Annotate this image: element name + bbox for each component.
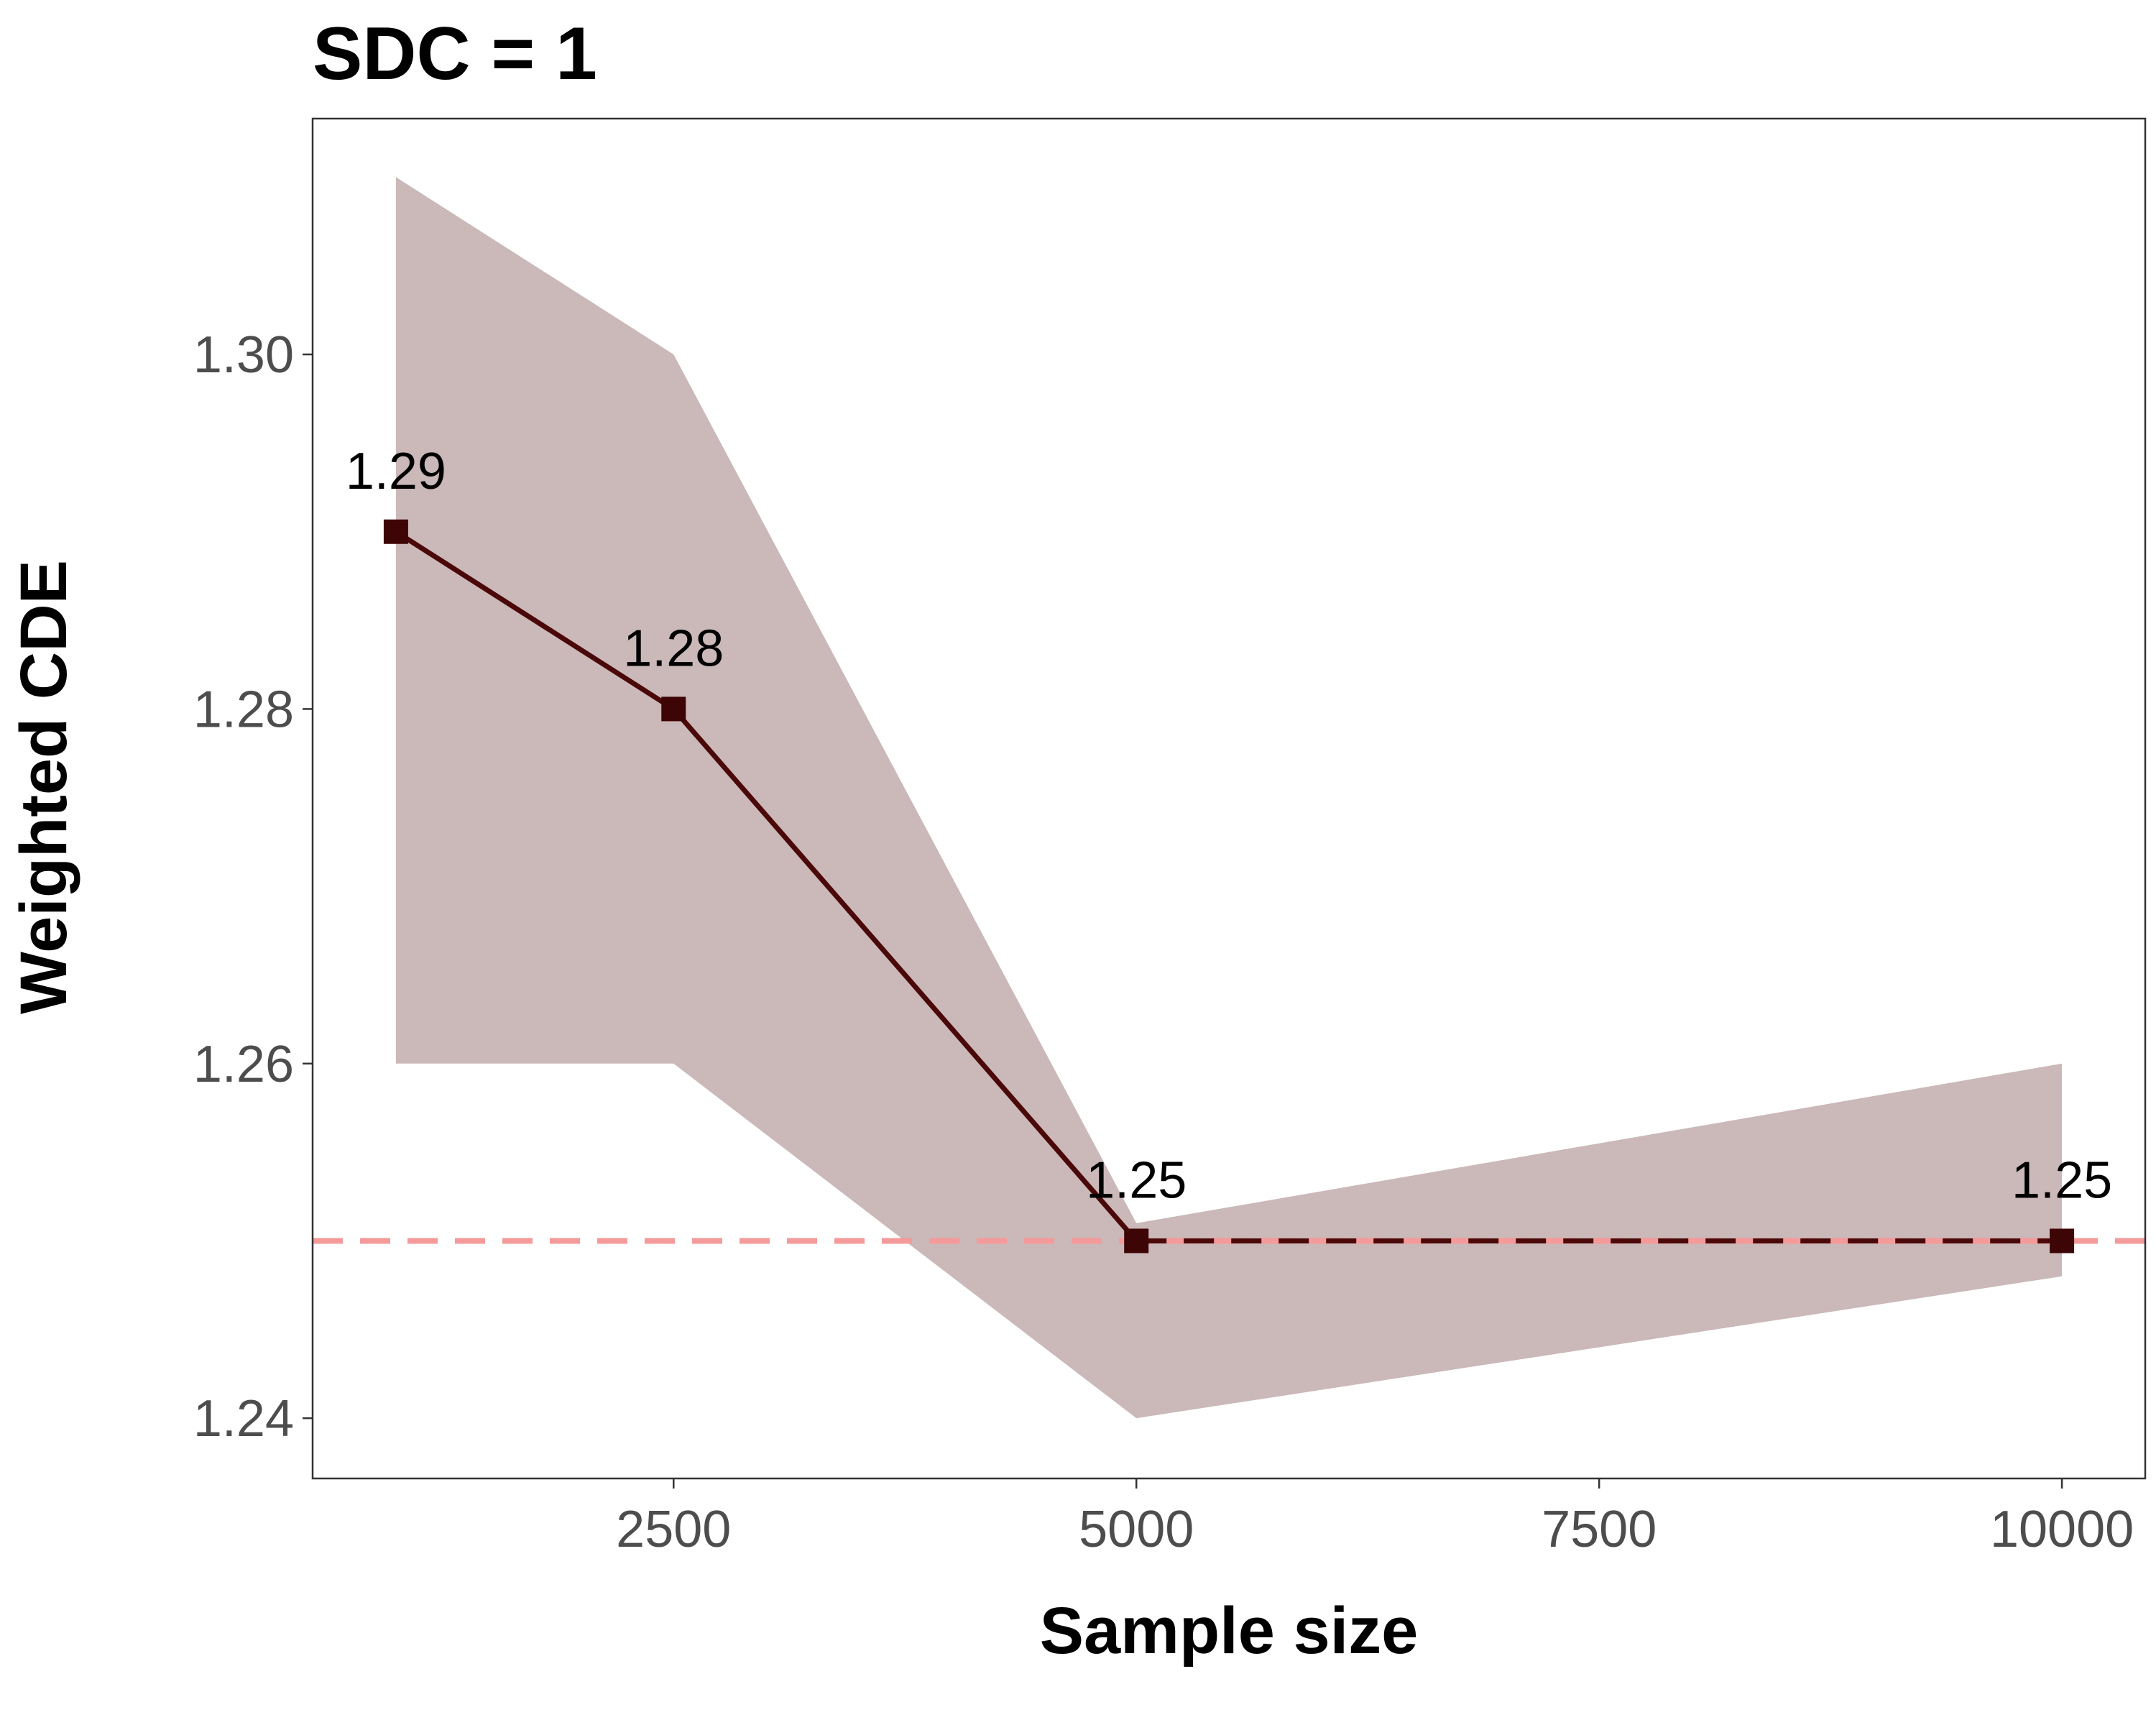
confidence-ribbon xyxy=(395,177,2063,1419)
plot-area: 1.29 1.28 1.25 1.25 xyxy=(313,177,2145,1419)
panel-border xyxy=(311,117,2147,1480)
data-label-1000: 1.29 xyxy=(346,443,446,500)
data-point-10000 xyxy=(2050,1228,2075,1254)
chart-title: SDC = 1 xyxy=(313,12,597,96)
x-axis-title: Sample size xyxy=(1040,1594,1419,1668)
data-label-5000: 1.25 xyxy=(1086,1151,1187,1209)
y-tick-label: 1.26 xyxy=(193,1036,294,1093)
x-tick-label: 2500 xyxy=(616,1501,731,1558)
data-point-1000 xyxy=(383,519,408,544)
data-label-2500: 1.28 xyxy=(623,620,724,677)
data-label-10000: 1.25 xyxy=(2012,1151,2112,1209)
y-tick-label: 1.28 xyxy=(193,681,294,738)
y-tick-label: 1.30 xyxy=(193,326,294,384)
x-tick-label: 10000 xyxy=(1990,1501,2134,1558)
x-tick-label: 5000 xyxy=(1079,1501,1194,1558)
data-point-2500 xyxy=(661,696,686,722)
panel-content xyxy=(313,177,2145,1419)
data-point-5000 xyxy=(1124,1228,1149,1254)
axes: 1.24 1.26 1.28 1.30 2500 5000 7500 10000 xyxy=(193,117,2147,1558)
y-tick-label: 1.24 xyxy=(193,1390,294,1448)
x-tick-label: 7500 xyxy=(1542,1501,1657,1558)
y-axis-title: Weighted CDE xyxy=(7,560,80,1014)
